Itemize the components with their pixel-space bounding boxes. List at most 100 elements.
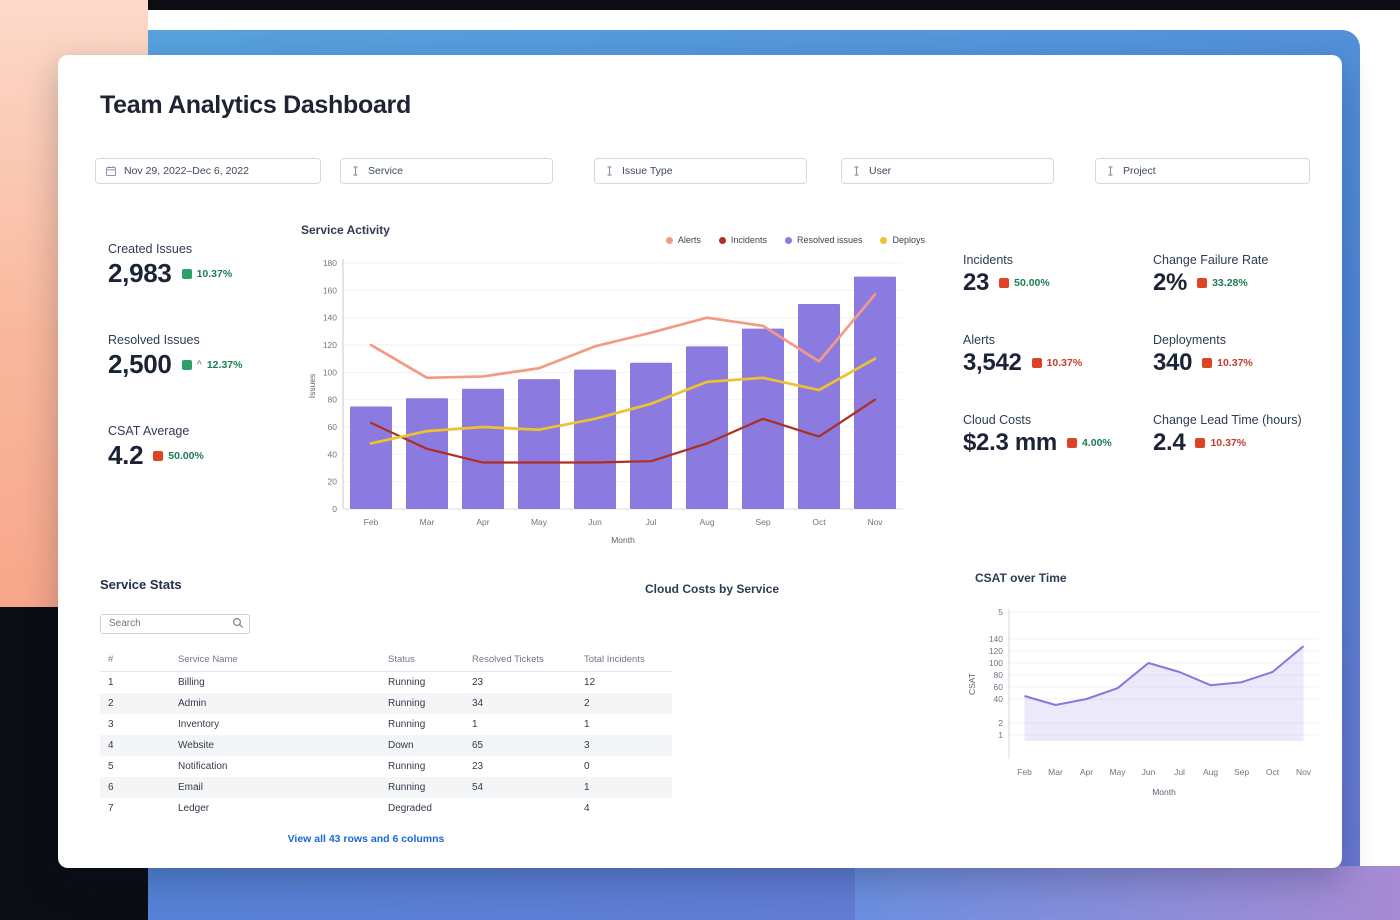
svg-text:May: May xyxy=(1109,767,1126,777)
background-purple-band xyxy=(855,866,1400,920)
kpi-value: 2% xyxy=(1153,269,1188,296)
kpi-value: 2.4 xyxy=(1153,429,1186,456)
table-cell: Notification xyxy=(178,760,228,772)
kpi-label: Change Failure Rate xyxy=(1153,253,1269,267)
csat-over-time-chart: 5 140 120 100 80 60 40 2 1 Feb Mar Apr May Jun Jul Aug S… xyxy=(967,607,1319,797)
svg-text:Mar: Mar xyxy=(1048,767,1063,777)
csat-over-time-title: CSAT over Time xyxy=(975,571,1067,585)
svg-text:100: 100 xyxy=(989,658,1003,668)
table-cell: 5 xyxy=(108,760,114,772)
kpi-label: Change Lead Time (hours) xyxy=(1153,413,1302,427)
service-activity-title: Service Activity xyxy=(301,223,390,237)
svg-text:Nov: Nov xyxy=(1296,767,1312,777)
svg-text:140: 140 xyxy=(989,634,1003,644)
table-cell: 6 xyxy=(108,781,114,793)
filter-label: Project xyxy=(1123,165,1156,177)
legend-item-alerts[interactable]: Alerts xyxy=(665,235,701,245)
cloud-costs-by-service-title: Cloud Costs by Service xyxy=(645,582,780,596)
legend-item-resolved-issues[interactable]: Resolved issues xyxy=(784,235,862,245)
svg-text:60: 60 xyxy=(328,422,338,432)
filter-project[interactable]: Project xyxy=(1095,158,1310,184)
kpi-value: 3,542 xyxy=(963,349,1022,376)
table-cell: Ledger xyxy=(178,802,210,814)
kpi-delta: 4.00% xyxy=(1081,437,1112,449)
svg-text:Jun: Jun xyxy=(1142,767,1156,777)
table-row: 7 Ledger Degraded 4 xyxy=(100,798,672,819)
kpi-column-left: Created Issues 2,983 10.37% Resolved Issues… xyxy=(108,240,308,513)
search-input[interactable] xyxy=(100,613,250,634)
kpi-value: 2,500 xyxy=(108,349,172,379)
kpi-delta: 10.37% xyxy=(196,267,233,280)
i-beam-cursor-icon xyxy=(854,166,859,176)
column-header: Service Name xyxy=(170,647,380,672)
view-all-link[interactable]: View all 43 rows and 6 columns xyxy=(287,832,445,845)
svg-text:Jul: Jul xyxy=(646,517,657,527)
service-stats-panel: Service Stats #Service NameStatusResolve… xyxy=(100,577,672,845)
table-cell: 4 xyxy=(584,802,590,814)
service-stats-title: Service Stats xyxy=(100,577,182,592)
column-header: Resolved Tickets xyxy=(464,647,576,672)
table-cell: 3 xyxy=(108,718,114,730)
svg-text:20: 20 xyxy=(328,477,338,487)
svg-text:Apr: Apr xyxy=(476,517,489,527)
table-cell: 23 xyxy=(472,676,484,688)
column-header: Status xyxy=(380,647,464,672)
legend-dot-icon xyxy=(784,236,792,244)
kpi-delta-badge: ^ 12.37% xyxy=(181,359,242,371)
filter-user[interactable]: User xyxy=(841,158,1054,184)
filter-service[interactable]: Service xyxy=(340,158,553,184)
svg-text:Month: Month xyxy=(1152,787,1176,797)
svg-text:Issues: Issues xyxy=(307,374,317,399)
table-cell: 54 xyxy=(472,781,484,793)
kpi-delta-badge: 4.00% xyxy=(1066,437,1112,449)
filter-issue-type[interactable]: Issue Type xyxy=(594,158,807,184)
svg-text:120: 120 xyxy=(989,646,1003,656)
legend-item-incidents[interactable]: Incidents xyxy=(718,235,767,245)
svg-text:Feb: Feb xyxy=(364,517,379,527)
service-stats-table: # Service Name Status Resolved Tickets Total… xyxy=(100,647,672,819)
table-cell: Running xyxy=(388,697,426,709)
kpi-delta-badge: 50.00% xyxy=(153,450,204,462)
table-cell: Down xyxy=(388,739,414,751)
background-top-strip xyxy=(148,0,1400,10)
kpi-value: $2.3 mm xyxy=(963,429,1057,456)
table-cell: 34 xyxy=(472,697,484,709)
date-range-picker[interactable]: Nov 29, 2022–Dec 6, 2022 xyxy=(95,158,321,184)
svg-text:Apr: Apr xyxy=(1080,767,1093,777)
table-header-row: # Service Name Status Resolved Tickets Total… xyxy=(100,647,672,672)
table-cell: 2 xyxy=(108,697,114,709)
page-title: Team Analytics Dashboard xyxy=(100,91,411,119)
table-cell: Email xyxy=(178,781,204,793)
table-row: 2 Admin Running 34 2 xyxy=(100,692,672,714)
svg-text:Month: Month xyxy=(611,535,635,545)
table-cell: 4 xyxy=(108,739,114,751)
svg-text:Nov: Nov xyxy=(867,517,883,527)
table-cell: 3 xyxy=(584,739,590,751)
svg-text:Oct: Oct xyxy=(812,517,826,527)
svg-text:160: 160 xyxy=(323,285,337,295)
table-cell: 1 xyxy=(108,676,114,688)
svg-text:120: 120 xyxy=(323,340,337,350)
kpi-value: 4.2 xyxy=(108,440,144,470)
kpi-label: Incidents xyxy=(963,253,1014,267)
legend-dot-icon xyxy=(718,236,726,244)
svg-text:100: 100 xyxy=(323,367,337,377)
kpi-resolved-issues: Resolved Issues 2,500 ^ 12.37% xyxy=(108,331,308,380)
kpi-label: CSAT Average xyxy=(108,424,190,438)
delta-square-icon xyxy=(1197,278,1208,288)
kpi-value: 23 xyxy=(963,269,990,296)
svg-text:Jul: Jul xyxy=(1174,767,1185,777)
service-activity-legend: Alerts Incidents Resolved issues Deploys xyxy=(301,235,925,245)
i-beam-cursor-icon xyxy=(607,166,612,176)
kpi-delta-badge: 10.37% xyxy=(1202,357,1253,369)
table-row: 3 Inventory Running 1 1 xyxy=(100,714,672,735)
legend-item-deploys[interactable]: Deploys xyxy=(880,235,925,245)
svg-text:May: May xyxy=(531,517,548,527)
kpi-cloud-costs: Cloud Costs $2.3 mm 4.00% xyxy=(963,411,1153,457)
filter-label: Service xyxy=(368,165,404,177)
kpi-label: Alerts xyxy=(963,333,995,347)
kpi-label: Deployments xyxy=(1153,333,1226,347)
table-cell: Admin xyxy=(178,697,207,709)
kpi-delta: 33.28% xyxy=(1212,277,1248,289)
table-cell: 0 xyxy=(584,760,590,772)
